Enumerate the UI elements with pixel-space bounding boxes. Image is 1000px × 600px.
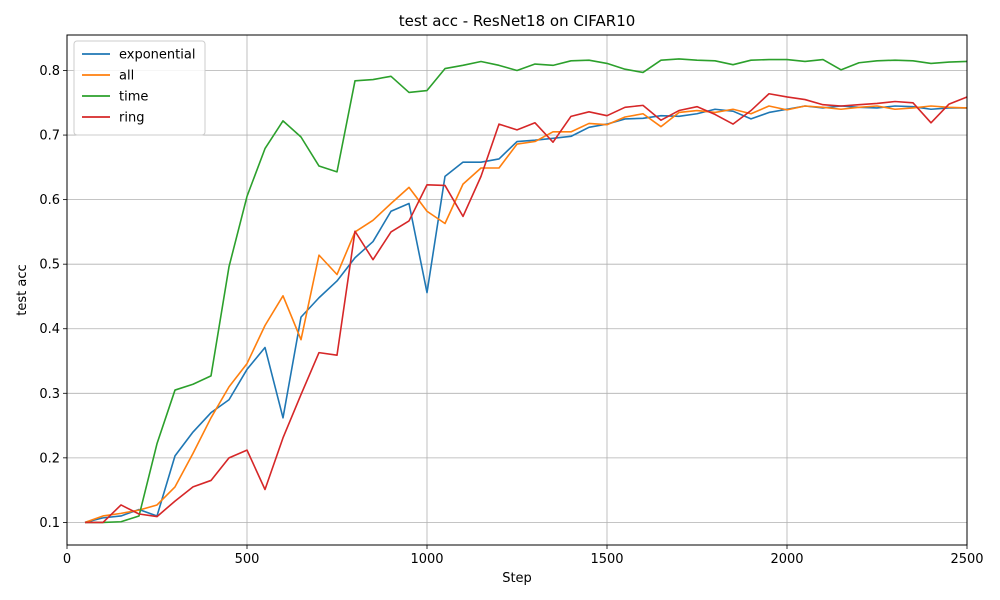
legend-label-time: time bbox=[119, 90, 148, 105]
series-line-ring bbox=[85, 92, 968, 524]
chart-title: test acc - ResNet18 on CIFAR10 bbox=[399, 12, 636, 30]
plot-frame bbox=[66, 34, 968, 546]
y-tick-label: 0.2 bbox=[39, 451, 60, 466]
y-tick-label: 0.4 bbox=[39, 322, 60, 337]
y-tick-label: 0.8 bbox=[39, 64, 60, 79]
y-tick-label: 0.3 bbox=[39, 387, 60, 402]
legend-label-exponential: exponential bbox=[119, 48, 195, 63]
x-axis-label: Step bbox=[502, 571, 532, 586]
legend-box bbox=[73, 40, 206, 136]
x-tick-label: 1500 bbox=[590, 552, 623, 567]
x-tick-label: 1000 bbox=[410, 552, 443, 567]
x-tick-label: 2000 bbox=[770, 552, 803, 567]
y-tick-label: 0.1 bbox=[39, 516, 60, 531]
y-tick-label: 0.7 bbox=[39, 129, 60, 144]
series-line-all bbox=[84, 105, 968, 524]
y-axis-label: test acc bbox=[15, 264, 30, 315]
axis-ticks: 0 500 1000 1500 2000 2500 0.1 0.2 0.3 0.4 0.5 0.6 0.… bbox=[39, 64, 983, 567]
legend-label-ring: ring bbox=[119, 111, 144, 126]
x-tick-label: 0 bbox=[63, 552, 71, 567]
series-line-time bbox=[85, 58, 968, 524]
legend: exponential all time ring bbox=[73, 40, 206, 136]
x-tick-label: 500 bbox=[235, 552, 260, 567]
y-tick-label: 0.5 bbox=[39, 258, 60, 273]
y-tick-label: 0.6 bbox=[39, 193, 60, 208]
series-lines bbox=[84, 58, 968, 524]
legend-label-all: all bbox=[119, 69, 134, 84]
x-tick-label: 2500 bbox=[950, 552, 983, 567]
